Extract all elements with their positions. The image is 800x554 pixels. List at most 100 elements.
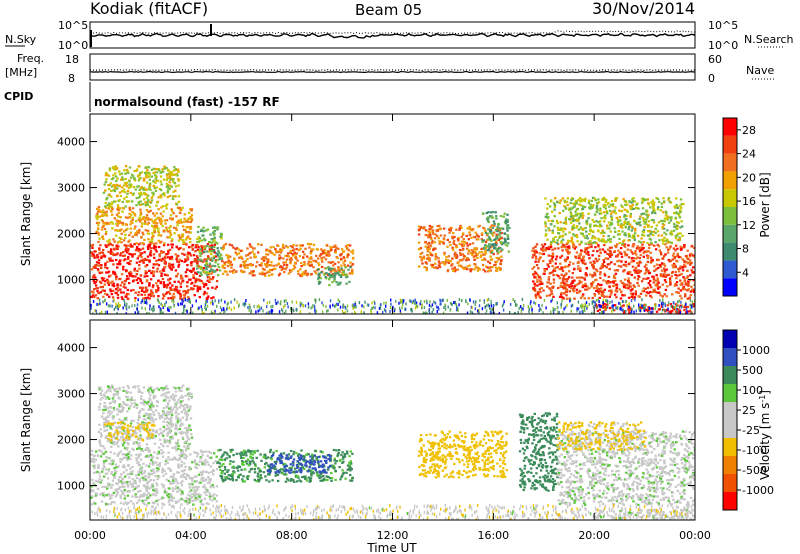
heatmap-cell (615, 216, 618, 220)
heatmap-cell (183, 253, 186, 256)
heatmap-cell (597, 258, 601, 261)
heatmap-cell (399, 298, 402, 302)
heatmap-cell (142, 186, 146, 189)
heatmap-cell (415, 301, 418, 305)
heatmap-cell (518, 306, 520, 310)
heatmap-cell (272, 264, 275, 267)
heatmap-cell (558, 236, 561, 239)
heatmap-cell (541, 303, 543, 307)
heatmap-cell (558, 311, 560, 314)
heatmap-cell (99, 312, 101, 314)
heatmap-cell (151, 232, 154, 235)
heatmap-cell (552, 306, 554, 310)
heatmap-cell (638, 305, 640, 309)
heatmap-cell (551, 248, 554, 251)
heatmap-cell (447, 259, 450, 262)
heatmap-cell (394, 307, 396, 311)
heatmap-cell (619, 280, 623, 283)
heatmap-cell (548, 287, 551, 290)
heatmap-cell (275, 250, 278, 253)
heatmap-cell (608, 254, 611, 257)
heatmap-cell (617, 264, 621, 268)
heatmap-cell (553, 203, 557, 207)
heatmap-cell (226, 306, 229, 310)
heatmap-cell (99, 455, 103, 458)
heatmap-cell (583, 205, 587, 208)
heatmap-cell (612, 235, 616, 239)
heatmap-cell (99, 271, 103, 274)
heatmap-cell (475, 300, 477, 304)
heatmap-cell (119, 221, 123, 224)
freq-right-tick-top: 60 (708, 53, 722, 66)
heatmap-cell (577, 198, 580, 201)
heatmap-cell (486, 298, 489, 302)
heatmap-cell (139, 274, 143, 277)
heatmap-cell (498, 312, 501, 314)
heatmap-cell (148, 259, 151, 262)
heatmap-cell (414, 298, 416, 302)
heatmap-cell (115, 219, 119, 222)
heatmap-cell (624, 232, 627, 235)
heatmap-cell (90, 485, 94, 488)
heatmap-cell (343, 305, 345, 309)
heatmap-cell (346, 256, 349, 259)
heatmap-cell (666, 238, 669, 241)
heatmap-cell (114, 165, 117, 168)
heatmap-cell (152, 242, 156, 245)
heatmap-cell (522, 303, 525, 307)
heatmap-cell (102, 248, 105, 252)
heatmap-cell (477, 225, 480, 228)
heatmap-cell (173, 182, 176, 185)
heatmap-cell (155, 225, 159, 228)
heatmap-cell (196, 260, 199, 263)
heatmap-cell (650, 291, 654, 294)
heatmap-cell (116, 187, 119, 190)
heatmap-cell (553, 205, 557, 209)
heatmap-cell (183, 260, 186, 263)
heatmap-cell (680, 272, 683, 276)
heatmap-cell (658, 303, 660, 307)
heatmap-cell (542, 311, 544, 314)
heatmap-cell (181, 302, 184, 306)
heatmap-cell (604, 207, 607, 210)
heatmap-cell (438, 265, 442, 268)
heatmap-cell (541, 250, 545, 253)
heatmap-cell (371, 301, 373, 305)
heatmap-cell (155, 175, 158, 178)
heatmap-cell (572, 246, 575, 249)
heatmap-cell (318, 298, 321, 302)
heatmap-cell (124, 279, 127, 283)
heatmap-cell (545, 247, 548, 250)
heatmap-cell (145, 301, 147, 304)
heatmap-cell (139, 252, 143, 255)
heatmap-cell (596, 260, 599, 263)
heatmap-cell (104, 263, 107, 266)
heatmap-cell (629, 201, 632, 204)
heatmap-cell (125, 251, 129, 254)
heatmap-cell (562, 227, 565, 230)
heatmap-cell (108, 202, 111, 205)
heatmap-cell (166, 185, 169, 188)
heatmap-cell (662, 255, 666, 258)
heatmap-cell (211, 286, 214, 289)
heatmap-cell (140, 289, 144, 292)
heatmap-cell (631, 265, 635, 268)
heatmap-cell (164, 265, 167, 268)
heatmap-cell (496, 237, 499, 240)
heatmap-cell (459, 264, 463, 267)
heatmap-cell (236, 300, 238, 304)
heatmap-cell (601, 304, 605, 307)
heatmap-cell (146, 217, 149, 220)
heatmap-cell (599, 305, 601, 308)
heatmap-cell (501, 248, 504, 251)
heatmap-cell (412, 299, 415, 303)
heatmap-cell (667, 273, 671, 276)
heatmap-cell (344, 273, 347, 276)
heatmap-cell (190, 208, 194, 211)
heatmap-cell (126, 192, 129, 195)
heatmap-cell (210, 272, 213, 275)
heatmap-cell (265, 253, 268, 256)
heatmap-cell (98, 208, 101, 211)
heatmap-cell (328, 278, 331, 281)
heatmap-cell (231, 270, 234, 273)
